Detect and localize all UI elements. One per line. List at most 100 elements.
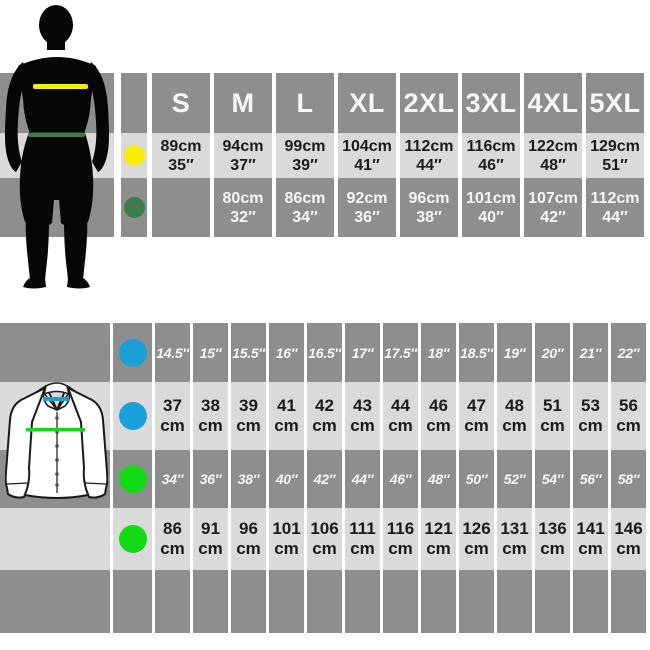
measurement-value: 53 [581, 396, 600, 415]
measurement-value: 94cm [222, 137, 264, 155]
measurement-value: 92cm [346, 189, 388, 207]
spacer-cell [0, 508, 110, 570]
measurement-cell: 17″ [345, 323, 380, 382]
measurement-cell: 16″ [269, 323, 304, 382]
size-column: 15″ 38 cm 36″ 91 cm [193, 323, 228, 633]
size-header-label: S [171, 87, 191, 118]
size-header-cell: 4XL [524, 73, 582, 133]
measurement-value: 80cm [222, 189, 264, 207]
measurement-value: 36″ [199, 471, 222, 487]
measurement-cell: 46 cm [421, 382, 456, 450]
measurement-value: 18.5″ [460, 344, 493, 361]
size-column: 17″ 43 cm 44″ 111 cm [345, 323, 380, 633]
measurement-value: cm [160, 539, 185, 558]
shirt-size-table: 14.5″ 37 cm 34″ 86 cm 15″ 38 cm 36″ 91 cm 15.5″ 39 cm 3… [0, 323, 646, 633]
measurement-value: cm [464, 539, 489, 558]
measurement-value: 111 [349, 519, 376, 538]
measurement-cell: 106 cm [307, 508, 342, 570]
size-header-label: 3XL [465, 87, 517, 118]
measurement-cell: 17.5″ [383, 323, 418, 382]
measurement-value: 96 [239, 519, 258, 538]
measurement-value: 34″ [292, 208, 318, 226]
spacer-cell [421, 570, 456, 633]
measurement-cell: 34″ [155, 450, 190, 508]
measurement-cell: 131 cm [497, 508, 532, 570]
measurement-cell: 41 cm [269, 382, 304, 450]
measurement-cell: 21″ [573, 323, 608, 382]
measurement-value: 16″ [275, 344, 298, 361]
blue-dot-icon [118, 338, 147, 367]
measurement-value: 38″ [416, 208, 442, 226]
measurement-cell: 96 cm [231, 508, 266, 570]
legend-dot-cell [113, 382, 152, 450]
measurement-value: 43 [353, 396, 372, 415]
measurement-cell: 122cm 48″ [524, 133, 582, 178]
measurement-value: 14.5″ [156, 344, 189, 361]
spacer-cell [535, 570, 570, 633]
measurement-value: 39 [239, 396, 258, 415]
size-header-cell: L [276, 73, 334, 133]
measurement-value: 47 [467, 396, 486, 415]
measurement-value: cm [198, 416, 223, 435]
measurement-cell: 92cm 36″ [338, 178, 396, 237]
spacer-cell [121, 73, 147, 133]
measurement-value: 106 [310, 519, 339, 538]
measurement-cell [152, 178, 210, 237]
size-column: 17.5″ 44 cm 46″ 116 cm [383, 323, 418, 633]
measurement-value: 20″ [541, 344, 564, 361]
measurement-cell: 44 cm [383, 382, 418, 450]
size-column: 18″ 46 cm 48″ 121 cm [421, 323, 456, 633]
size-column: S 89cm 35″ [152, 73, 210, 237]
measurement-cell: 89cm 35″ [152, 133, 210, 178]
measurement-value: 112cm [590, 189, 640, 207]
measurement-value: cm [464, 416, 489, 435]
waist-measure-line [28, 132, 85, 137]
measurement-value: cm [426, 416, 451, 435]
measurement-value: 42 [315, 396, 334, 415]
measurement-value: 116 [386, 519, 415, 538]
size-header-cell: 5XL [586, 73, 644, 133]
measurement-value: 44″ [351, 471, 374, 487]
measurement-value: 129cm [590, 137, 640, 155]
measurement-value: 54″ [541, 471, 564, 487]
measurement-cell: 48″ [421, 450, 456, 508]
measurement-value: cm [426, 539, 451, 558]
measurement-value: 17″ [351, 344, 374, 361]
measurement-cell: 96cm 38″ [400, 178, 458, 237]
size-header-label: XL [349, 87, 385, 118]
measurement-cell: 16.5″ [307, 323, 342, 382]
measurement-cell: 56 cm [611, 382, 646, 450]
measurement-value: 40″ [275, 471, 298, 487]
measurement-cell: 54″ [535, 450, 570, 508]
measurement-value: 44″ [416, 156, 442, 174]
measurement-value: 39″ [292, 156, 318, 174]
measurement-cell: 20″ [535, 323, 570, 382]
bright-green-dot-icon [118, 525, 147, 553]
size-column: 21″ 53 cm 56″ 141 cm [573, 323, 608, 633]
measurement-value: cm [312, 539, 337, 558]
measurement-value: cm [312, 416, 337, 435]
measurement-value: cm [578, 416, 603, 435]
size-header-cell: XL [338, 73, 396, 133]
measurement-value: 122cm [528, 137, 578, 155]
measurement-value: 15″ [199, 344, 222, 361]
measurement-value: 146 [614, 519, 643, 538]
measurement-cell: 86 cm [155, 508, 190, 570]
measurement-cell: 15.5″ [231, 323, 266, 382]
measurement-cell: 107cm 42″ [524, 178, 582, 237]
adult-body-size-table: S 89cm 35″ M 94cm 37″ 80cm 32″ L 99cm 39″ 86cm 34″ XL… [0, 73, 644, 237]
measurement-cell: 39 cm [231, 382, 266, 450]
spacer-cell [307, 570, 342, 633]
measurement-value: cm [350, 416, 375, 435]
measurement-cell: 86cm 34″ [276, 178, 334, 237]
measurement-value: 52″ [503, 471, 526, 487]
measurement-cell: 43 cm [345, 382, 380, 450]
size-column: 15.5″ 39 cm 38″ 96 cm [231, 323, 266, 633]
measurement-value: 99cm [284, 137, 326, 155]
measurement-cell: 58″ [611, 450, 646, 508]
spacer-cell [269, 570, 304, 633]
bright-green-dot-icon [118, 465, 147, 493]
measurement-cell: 47 cm [459, 382, 494, 450]
measurement-cell: 19″ [497, 323, 532, 382]
measurement-cell: 38 cm [193, 382, 228, 450]
